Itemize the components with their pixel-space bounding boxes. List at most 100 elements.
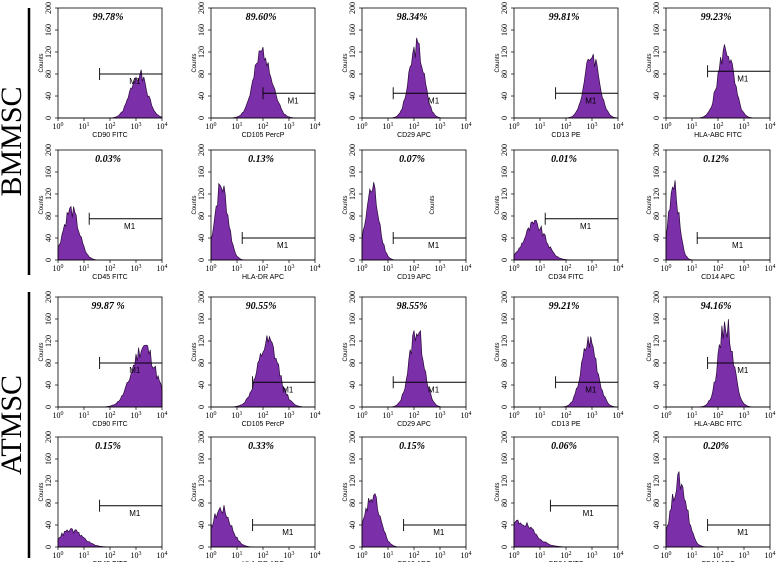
y-tick-label: 0 [197, 405, 206, 409]
y-axis-label: Counts [647, 53, 653, 72]
percent-label: 0.20% [703, 441, 729, 452]
y-tick-label: 80 [44, 359, 53, 367]
y-axis-label: Counts [343, 53, 349, 72]
y-tick-label: 80 [652, 499, 661, 507]
x-tick-label: 101 [535, 551, 546, 560]
y-tick-label: 0 [500, 545, 509, 549]
x-tick-label: 101 [79, 264, 90, 273]
y-tick-label: 0 [197, 258, 206, 262]
histogram-panel-bmmsc-cd13-pe: 0 40 80 120 160 200 Counts 100 101 102 103 104 CD13 … [495, 2, 624, 139]
x-tick-label: 103 [587, 551, 598, 560]
x-axis-label: CD19 APC [397, 274, 431, 281]
gate-label: M1 [428, 96, 440, 105]
gate-label: M1 [585, 96, 597, 105]
histogram-area [210, 505, 315, 548]
y-tick-label: 160 [348, 313, 357, 325]
x-tick-label: 102 [258, 122, 269, 131]
x-tick-label: 101 [383, 411, 394, 420]
histogram-panel-atmsc-hla-dr-apc: 04080120160200Counts100101102103104HLA-D… [192, 431, 321, 562]
y-tick-label: 80 [652, 70, 661, 78]
y-tick-label: 200 [197, 291, 206, 303]
y-tick-label: 0 [652, 258, 661, 262]
x-tick-label: 101 [79, 411, 90, 420]
y-tick-label: 200 [500, 2, 509, 14]
x-tick-label: 101 [232, 122, 243, 131]
gate-label: M1 [287, 96, 299, 105]
y-tick-label: 0 [500, 258, 509, 262]
x-tick-label: 104 [613, 551, 624, 560]
x-tick-label: 104 [461, 411, 472, 420]
x-tick-label: 104 [157, 264, 168, 273]
histogram-area [665, 180, 770, 261]
histogram-panel-atmsc-cd45-fitc: 04080120160200Counts100101102103104CD45 … [39, 431, 168, 562]
y-tick-label: 80 [500, 212, 509, 220]
x-axis-label: CD13 PE [551, 132, 581, 139]
x-tick-label: 103 [587, 264, 598, 273]
y-tick-label: 200 [348, 2, 357, 14]
x-axis-label: CD90 FITC [92, 421, 127, 428]
x-tick-label: 101 [535, 264, 546, 273]
y-tick-label: 200 [500, 291, 509, 303]
y-tick-label: 40 [652, 234, 661, 242]
y-tick-label: 120 [197, 46, 206, 58]
y-axis-label: Counts [495, 53, 501, 72]
x-tick-label: 102 [409, 411, 420, 420]
y-tick-label: 120 [44, 335, 53, 347]
y-tick-label: 160 [348, 24, 357, 36]
y-axis-label: Counts [647, 342, 653, 361]
x-tick-label: 102 [713, 551, 724, 560]
x-axis-label: CD14 APC [701, 274, 735, 281]
x-tick-label: 100 [206, 411, 217, 420]
x-tick-label: 104 [461, 264, 472, 273]
group-labels: BMMSC ATMSC [0, 8, 31, 558]
x-tick-label: 101 [232, 411, 243, 420]
histogram-area [211, 335, 315, 408]
histogram-panel-atmsc-cd105-percp: 0 40 80 120 160 200 Counts 100 101 102 103 104 CD105… [192, 291, 321, 428]
x-tick-label: 103 [284, 122, 295, 131]
gate-label: M1 [124, 222, 136, 231]
y-tick-label: 80 [197, 359, 206, 367]
x-tick-label: 104 [310, 551, 321, 560]
histogram-panels: 0 40 80 120 160 200 Counts 100 101 102 103 104 CD90 … [39, 2, 776, 562]
x-tick-label: 103 [284, 551, 295, 560]
x-tick-label: 102 [258, 551, 269, 560]
y-axis-label: Counts [192, 195, 198, 214]
gate-label: M1 [129, 366, 141, 375]
y-tick-label: 40 [197, 92, 206, 100]
x-tick-label: 102 [105, 264, 116, 273]
x-tick-label: 102 [561, 551, 572, 560]
y-tick-label: 80 [348, 359, 357, 367]
y-tick-label: 160 [500, 24, 509, 36]
x-tick-label: 100 [357, 411, 368, 420]
gate-label: M1 [129, 77, 141, 86]
percent-label: 99.87 % [91, 301, 124, 312]
y-tick-label: 200 [44, 431, 53, 443]
histogram-area [361, 182, 466, 261]
x-tick-label: 100 [206, 551, 217, 560]
x-tick-label: 103 [739, 264, 750, 273]
histogram-area [514, 336, 619, 408]
x-tick-label: 104 [157, 411, 168, 420]
y-axis-label: Counts [39, 53, 45, 72]
y-tick-label: 40 [44, 381, 53, 389]
y-tick-label: 120 [348, 335, 357, 347]
x-tick-label: 100 [206, 264, 217, 273]
x-tick-label: 104 [765, 264, 776, 273]
y-tick-label: 120 [652, 46, 661, 58]
x-tick-label: 101 [535, 411, 546, 420]
y-tick-label: 120 [652, 188, 661, 200]
y-tick-label: 200 [500, 431, 509, 443]
x-tick-label: 100 [661, 264, 672, 273]
y-tick-label: 160 [197, 453, 206, 465]
x-tick-label: 101 [232, 264, 243, 273]
y-tick-label: 40 [652, 92, 661, 100]
x-tick-label: 104 [765, 551, 776, 560]
x-axis-label: HLA-ABC FITC [694, 132, 742, 139]
percent-label: 94.16% [701, 301, 732, 312]
percent-label: 90.55% [246, 301, 277, 312]
x-tick-label: 104 [310, 411, 321, 420]
y-tick-label: 80 [500, 499, 509, 507]
y-tick-label: 80 [500, 359, 509, 367]
histogram-area [514, 53, 619, 119]
